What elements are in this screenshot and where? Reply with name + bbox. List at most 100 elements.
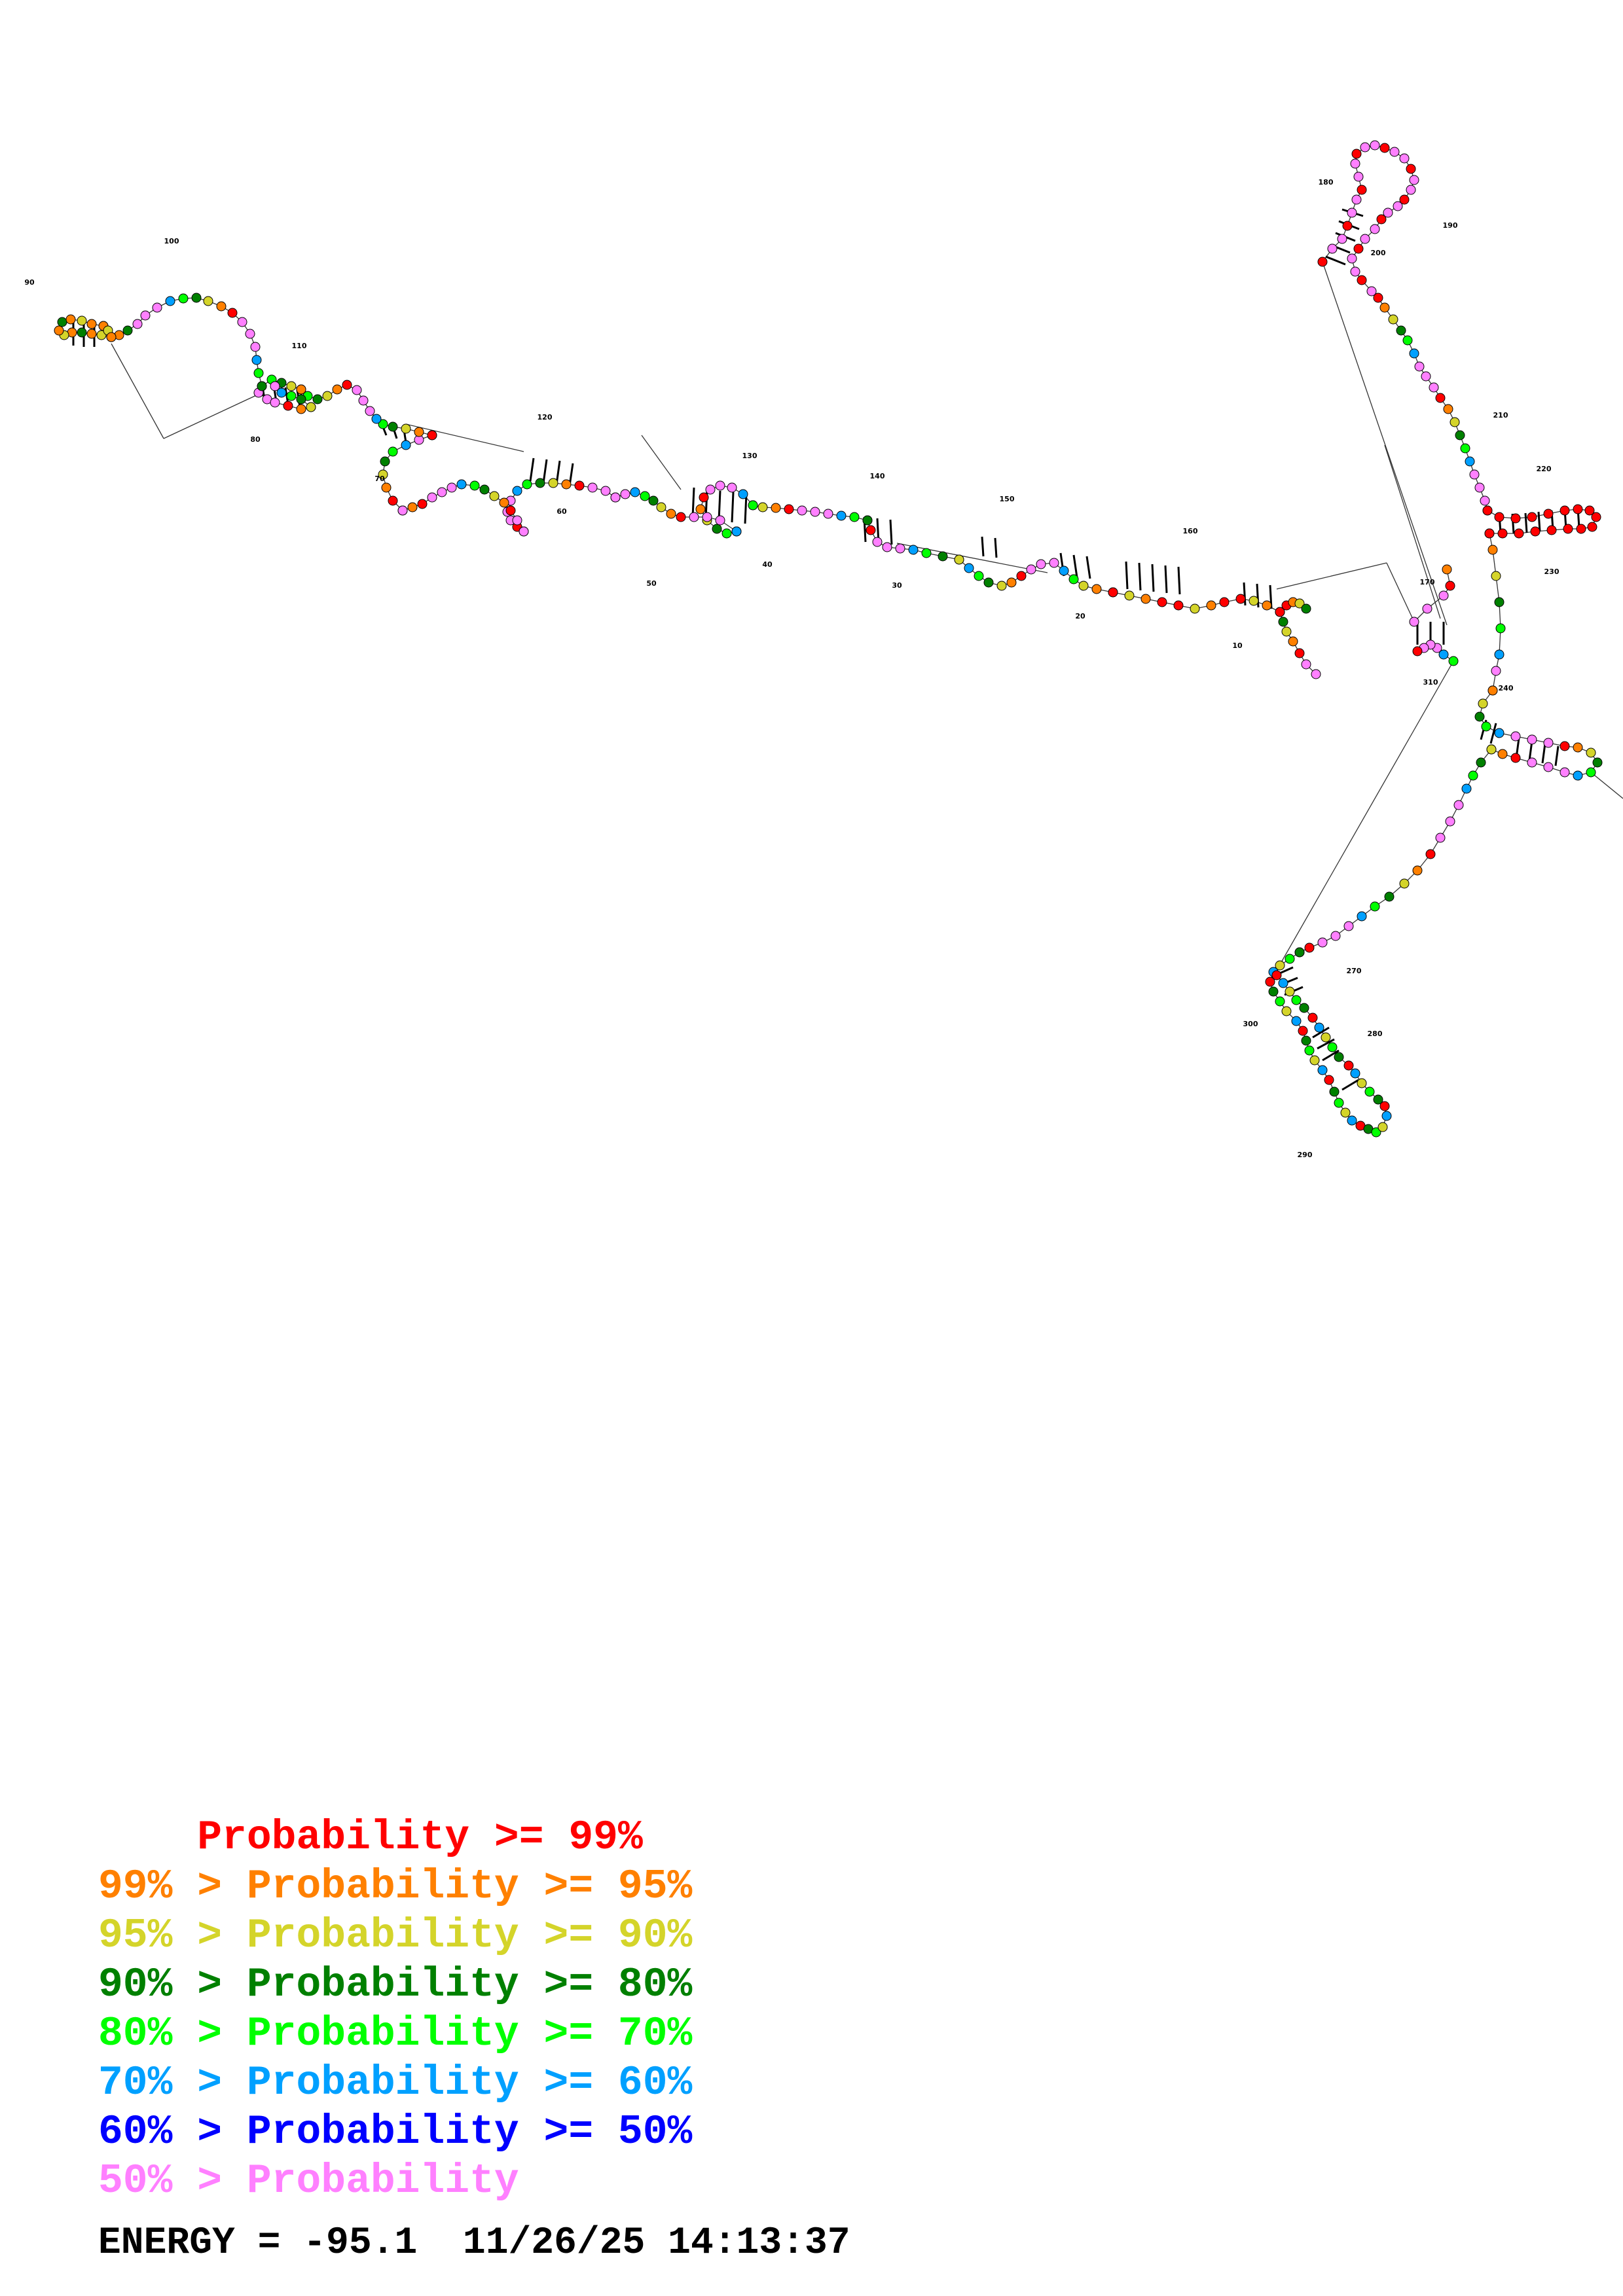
- nucleotide: [738, 489, 748, 499]
- position-label: 310: [1423, 678, 1438, 687]
- nucleotide: [1294, 598, 1305, 609]
- nucleotide: [1350, 158, 1360, 169]
- nucleotide: [1497, 528, 1508, 539]
- energy-footer: ENERGY = -95.1 11/26/25 14:13:37: [98, 2222, 850, 2265]
- nucleotide: [1527, 757, 1537, 768]
- nucleotide: [1476, 757, 1486, 768]
- nucleotide: [771, 503, 781, 513]
- position-label: 60: [556, 507, 567, 516]
- nucleotide: [1379, 1101, 1390, 1111]
- nucleotide: [964, 563, 974, 573]
- legend-prefix: 99% >: [98, 1863, 247, 1910]
- nucleotide: [388, 495, 398, 506]
- nucleotide: [1370, 140, 1380, 151]
- nucleotide: [296, 404, 306, 414]
- nucleotide: [1586, 747, 1596, 758]
- nucleotide: [1140, 594, 1151, 604]
- nucleotide: [1078, 581, 1089, 591]
- nucleotide: [380, 456, 390, 467]
- nucleotide: [1474, 711, 1485, 722]
- nucleotide: [872, 537, 883, 547]
- position-label: 160: [1183, 527, 1198, 535]
- nucleotide: [1379, 143, 1390, 153]
- nucleotide: [1435, 833, 1446, 843]
- legend-prefix: 70% >: [98, 2060, 247, 2106]
- nucleotide: [1288, 636, 1298, 647]
- nucleotide: [1445, 581, 1455, 591]
- nucleotide: [306, 402, 316, 412]
- nucleotide: [165, 296, 175, 306]
- position-label: 300: [1243, 1020, 1258, 1028]
- nucleotide: [1337, 234, 1347, 244]
- nucleotide: [1173, 600, 1184, 611]
- nucleotide: [106, 332, 117, 342]
- nucleotide: [1347, 1115, 1357, 1126]
- nucleotide: [253, 368, 264, 378]
- nucleotide: [1334, 1098, 1344, 1108]
- nucleotide: [1455, 430, 1465, 440]
- nucleotide: [866, 525, 876, 535]
- nucleotide: [1309, 1055, 1320, 1066]
- nucleotide: [1510, 513, 1521, 524]
- nucleotide: [648, 495, 659, 506]
- nucleotide: [1465, 456, 1475, 467]
- nucleotide: [836, 511, 847, 521]
- nucleotide: [1343, 921, 1354, 931]
- legend-row: 70% > Probability >= 60%: [98, 2058, 692, 2108]
- nucleotide: [456, 479, 467, 490]
- position-label: 40: [762, 560, 773, 569]
- nucleotide: [1438, 590, 1449, 601]
- nucleotide: [1157, 597, 1167, 607]
- position-label: 70: [374, 475, 385, 483]
- nucleotide: [1469, 469, 1480, 480]
- nucleotide: [1353, 171, 1364, 182]
- nucleotide: [1399, 878, 1410, 889]
- nucleotide: [1409, 348, 1419, 359]
- position-label: 170: [1420, 578, 1435, 586]
- nucleotide: [1357, 185, 1367, 195]
- nucleotide: [1357, 275, 1367, 285]
- nucleotide: [1409, 617, 1419, 627]
- nucleotide: [1586, 767, 1596, 778]
- nucleotide: [1543, 762, 1554, 772]
- legend-row: 90% > Probability >= 80%: [98, 1960, 692, 2009]
- nucleotide: [86, 319, 97, 329]
- nucleotide: [251, 355, 262, 365]
- nucleotide: [1330, 931, 1341, 941]
- nucleotide: [1514, 528, 1524, 539]
- nucleotide: [1317, 1065, 1328, 1075]
- nucleotide: [1461, 783, 1472, 794]
- nucleotide: [1592, 757, 1603, 768]
- nucleotide: [1291, 1016, 1302, 1026]
- nucleotide: [1262, 600, 1272, 611]
- legend-label: Probability >= 80%: [246, 1962, 693, 2008]
- nucleotide: [1321, 1032, 1331, 1043]
- nucleotide: [1468, 770, 1478, 781]
- nucleotide: [1364, 1086, 1375, 1097]
- nucleotide: [731, 526, 742, 537]
- legend-prefix: 95% >: [98, 1912, 247, 1959]
- nucleotide: [535, 478, 545, 488]
- nucleotide: [1350, 266, 1360, 277]
- position-label: 80: [250, 435, 261, 444]
- nucleotide: [1559, 767, 1570, 778]
- nucleotide: [705, 484, 716, 495]
- position-label: 220: [1537, 465, 1552, 473]
- nucleotide: [1494, 512, 1504, 522]
- nucleotide: [1219, 597, 1230, 607]
- nucleotide: [1327, 1042, 1338, 1052]
- nucleotide: [587, 482, 598, 493]
- nucleotide: [1412, 865, 1423, 876]
- position-label: 120: [538, 413, 553, 422]
- nucleotide: [1016, 571, 1027, 581]
- nucleotide: [140, 310, 151, 321]
- nucleotide: [286, 391, 297, 401]
- nucleotide: [1438, 649, 1449, 660]
- nucleotide: [1406, 185, 1416, 195]
- nucleotide: [610, 492, 621, 503]
- nucleotide: [1482, 505, 1493, 516]
- nucleotide: [1299, 1003, 1309, 1013]
- nucleotide: [1591, 512, 1601, 522]
- nucleotide: [401, 440, 411, 450]
- nucleotide: [378, 469, 388, 480]
